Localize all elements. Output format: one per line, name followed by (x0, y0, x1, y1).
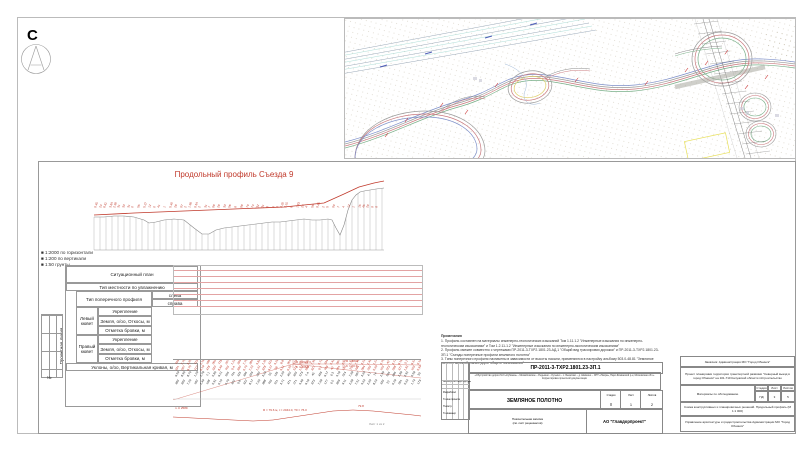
svg-text:R = 79.6 м, t = 2044.0, Т0 = 7: R = 79.6 м, t = 2044.0, Т0 = 76.0 (263, 408, 307, 412)
svg-text:98: 98 (239, 204, 244, 209)
svg-text:0: 0 (130, 205, 134, 208)
svg-text:79.8: 79.8 (358, 404, 364, 408)
svg-text:п. К 2589: п. К 2589 (175, 406, 188, 410)
svg-text:55: 55 (136, 204, 141, 209)
svg-text:7: 7 (336, 205, 340, 208)
svg-text:56: 56 (227, 204, 232, 209)
svg-text:41: 41 (156, 204, 161, 209)
svg-text:28: 28 (173, 204, 178, 209)
svg-text:1: 1 (162, 205, 166, 208)
svg-text:8: 8 (374, 205, 378, 208)
svg-text:8: 8 (233, 205, 237, 208)
svg-text:1: 1 (351, 205, 355, 208)
svg-text:4: 4 (304, 205, 308, 208)
svg-text:4: 4 (341, 205, 345, 208)
svg-text:2: 2 (197, 205, 201, 208)
svg-text:5: 5 (325, 205, 329, 208)
svg-text:28: 28 (216, 204, 221, 209)
